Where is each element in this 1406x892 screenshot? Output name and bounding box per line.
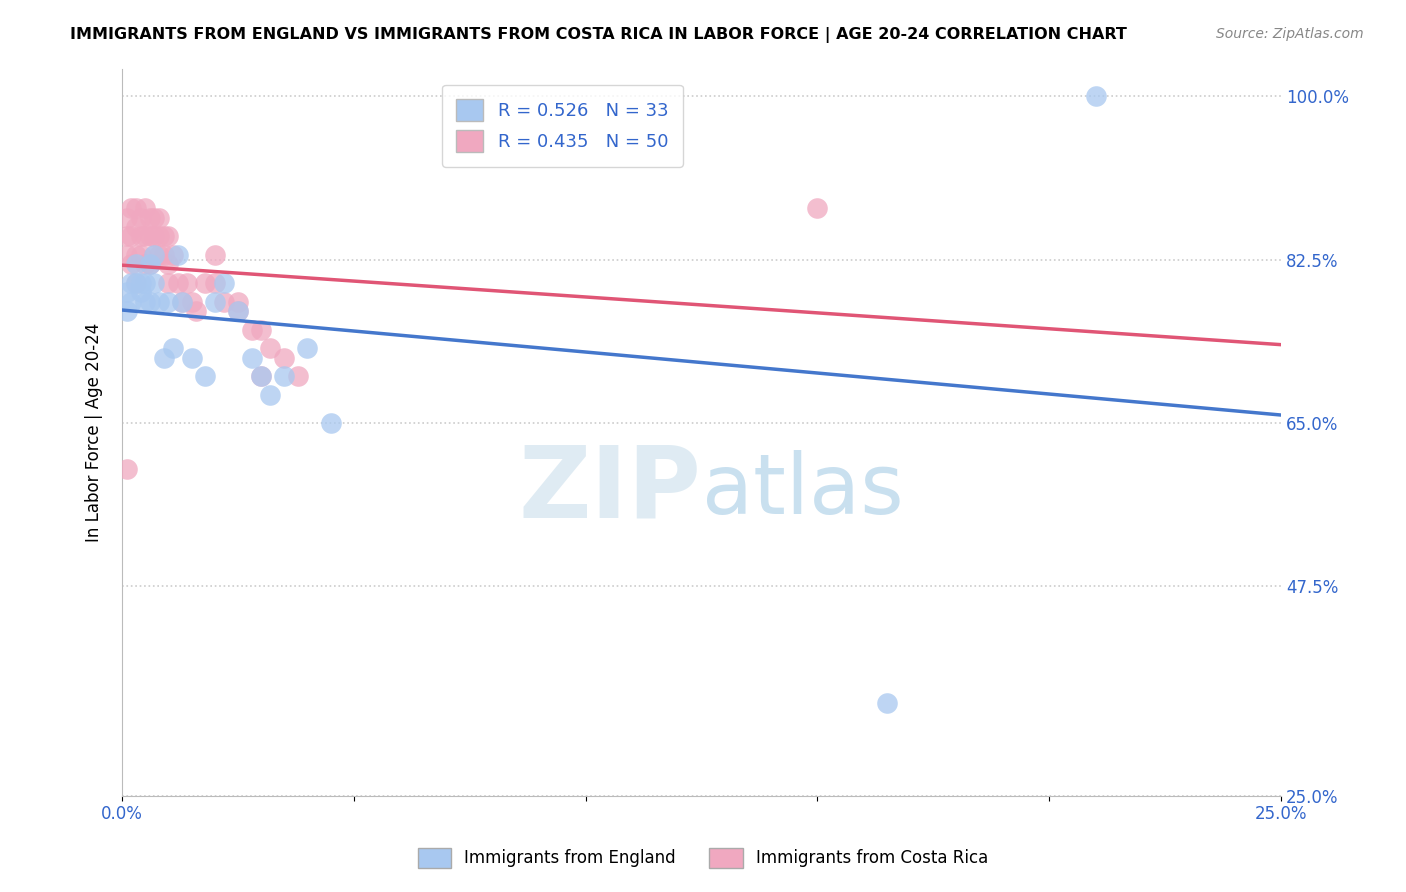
Text: ZIP: ZIP	[519, 442, 702, 539]
Point	[143, 248, 166, 262]
Point	[129, 285, 152, 300]
Point	[125, 257, 148, 271]
Point	[120, 294, 142, 309]
Point	[226, 294, 249, 309]
Point	[240, 351, 263, 365]
Point	[273, 351, 295, 365]
Legend: Immigrants from England, Immigrants from Costa Rica: Immigrants from England, Immigrants from…	[411, 841, 995, 875]
Point	[115, 304, 138, 318]
Point	[143, 229, 166, 244]
Point	[129, 211, 152, 225]
Point	[176, 276, 198, 290]
Point	[139, 229, 162, 244]
Point	[162, 341, 184, 355]
Point	[319, 416, 342, 430]
Point	[148, 229, 170, 244]
Point	[134, 202, 156, 216]
Point	[139, 257, 162, 271]
Point	[152, 248, 174, 262]
Text: IMMIGRANTS FROM ENGLAND VS IMMIGRANTS FROM COSTA RICA IN LABOR FORCE | AGE 20-24: IMMIGRANTS FROM ENGLAND VS IMMIGRANTS FR…	[70, 27, 1128, 43]
Point	[212, 294, 235, 309]
Point	[115, 248, 138, 262]
Point	[148, 211, 170, 225]
Point	[273, 369, 295, 384]
Point	[204, 248, 226, 262]
Point	[148, 294, 170, 309]
Point	[194, 276, 217, 290]
Point	[143, 248, 166, 262]
Point	[134, 276, 156, 290]
Point	[157, 276, 180, 290]
Point	[204, 294, 226, 309]
Legend: R = 0.526   N = 33, R = 0.435   N = 50: R = 0.526 N = 33, R = 0.435 N = 50	[441, 85, 683, 167]
Point	[134, 294, 156, 309]
Point	[166, 248, 188, 262]
Point	[157, 294, 180, 309]
Point	[226, 304, 249, 318]
Point	[250, 322, 273, 336]
Point	[297, 341, 319, 355]
Point	[115, 462, 138, 476]
Point	[139, 211, 162, 225]
Point	[186, 304, 208, 318]
Point	[287, 369, 309, 384]
Point	[120, 257, 142, 271]
Point	[134, 229, 156, 244]
Point	[125, 276, 148, 290]
Point	[259, 388, 281, 402]
Point	[180, 294, 202, 309]
Point	[259, 341, 281, 355]
Point	[143, 211, 166, 225]
Point	[172, 294, 194, 309]
Point	[129, 229, 152, 244]
Point	[120, 276, 142, 290]
Point	[129, 276, 152, 290]
Point	[152, 351, 174, 365]
Point	[148, 248, 170, 262]
Point	[806, 202, 828, 216]
Point	[157, 229, 180, 244]
Point	[194, 369, 217, 384]
Point	[139, 294, 162, 309]
Point	[125, 248, 148, 262]
Text: atlas: atlas	[702, 450, 903, 531]
Point	[172, 294, 194, 309]
Point	[180, 351, 202, 365]
Point	[157, 257, 180, 271]
Point	[166, 276, 188, 290]
Point	[226, 304, 249, 318]
Point	[876, 696, 898, 710]
Point	[129, 248, 152, 262]
Point	[139, 257, 162, 271]
Point	[212, 276, 235, 290]
Point	[240, 322, 263, 336]
Point	[120, 229, 142, 244]
Point	[250, 369, 273, 384]
Text: Source: ZipAtlas.com: Source: ZipAtlas.com	[1216, 27, 1364, 41]
Point	[152, 229, 174, 244]
Point	[125, 202, 148, 216]
Point	[162, 248, 184, 262]
Point	[115, 285, 138, 300]
Point	[125, 220, 148, 235]
Point	[125, 276, 148, 290]
Point	[1084, 89, 1107, 103]
Point	[115, 211, 138, 225]
Point	[120, 202, 142, 216]
Point	[250, 369, 273, 384]
Point	[204, 276, 226, 290]
Point	[115, 229, 138, 244]
Point	[143, 276, 166, 290]
Y-axis label: In Labor Force | Age 20-24: In Labor Force | Age 20-24	[86, 323, 103, 541]
Point	[134, 257, 156, 271]
